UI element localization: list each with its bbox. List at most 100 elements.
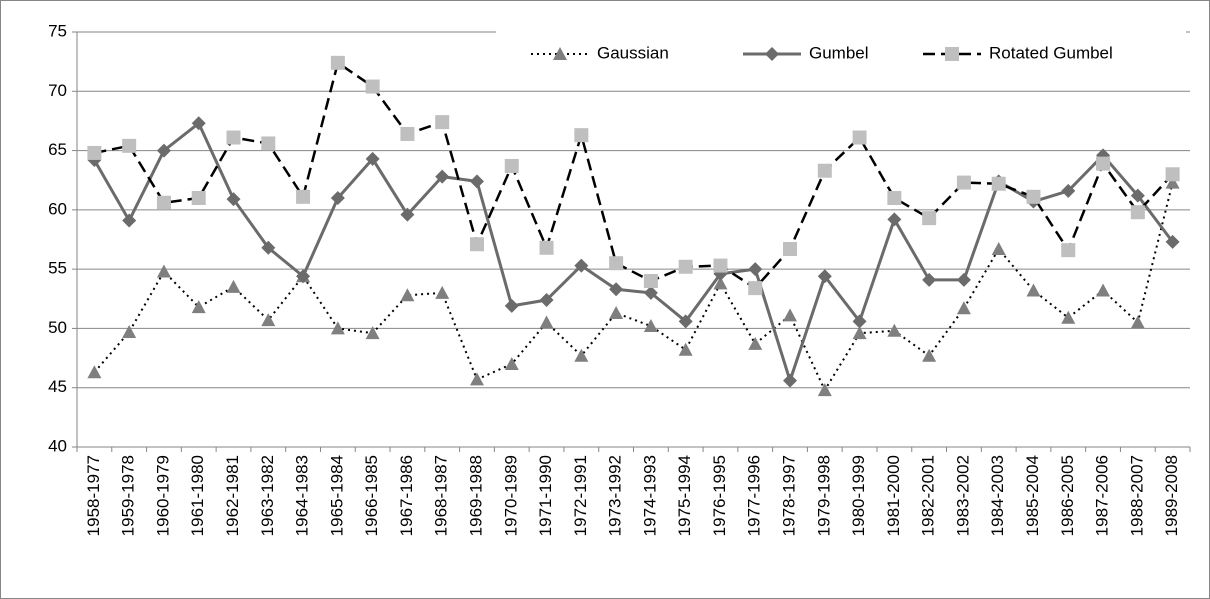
marker [1096, 156, 1111, 171]
x-tick-label: 1987-2006 [1093, 455, 1112, 536]
x-tick-label: 1980-1999 [849, 455, 868, 536]
x-tick-label: 1964-1983 [293, 455, 312, 536]
x-tick-label: 1972-1991 [571, 455, 590, 536]
x-tick-label: 1982-2001 [919, 455, 938, 536]
marker [922, 272, 937, 287]
y-tick-label: 45 [48, 377, 67, 396]
y-tick-label: 50 [48, 318, 67, 337]
marker [261, 136, 276, 151]
marker [191, 116, 206, 131]
marker [678, 259, 693, 274]
marker [469, 372, 484, 386]
x-tick-label: 1989-2008 [1162, 455, 1181, 536]
x-tick-label: 1983-2002 [953, 455, 972, 536]
x-tick-label: 1965-1984 [327, 455, 346, 536]
legend-background [496, 24, 1186, 82]
marker [469, 237, 484, 252]
marker [678, 314, 693, 329]
grid: 40 45 50 55 60 65 70 75 1958-1977 1959-1978 1960-1… [48, 21, 1191, 536]
marker [945, 47, 959, 61]
marker [122, 324, 137, 338]
marker [887, 212, 902, 227]
marker [1061, 243, 1076, 258]
marker [956, 175, 971, 190]
marker [435, 115, 450, 130]
marker [1130, 188, 1145, 203]
marker [191, 191, 206, 205]
y-tick-label: 60 [48, 199, 67, 218]
x-tick-label: 1975-1994 [675, 455, 694, 536]
marker [504, 298, 519, 313]
marker [330, 55, 345, 70]
marker [296, 269, 311, 284]
marker [435, 285, 450, 299]
x-tick-label: 1958-1977 [84, 455, 103, 536]
marker [1026, 283, 1041, 297]
x-tick-label: 1979-1998 [814, 455, 833, 536]
marker [574, 258, 589, 273]
marker [87, 365, 102, 379]
x-tick-label: 1973-1992 [606, 455, 625, 536]
x-tick-label: 1981-2000 [884, 455, 903, 536]
marker [922, 211, 937, 226]
marker [991, 176, 1006, 191]
marker [539, 240, 554, 255]
marker [191, 300, 206, 314]
marker [122, 213, 137, 228]
marker [643, 319, 658, 333]
marker [852, 130, 867, 145]
marker [226, 130, 241, 145]
x-tick-label: 1962-1981 [223, 455, 242, 536]
marker [1026, 189, 1041, 204]
marker [226, 279, 241, 293]
marker [330, 191, 345, 205]
x-tick-label: 1968-1987 [432, 455, 451, 536]
marker [678, 342, 693, 356]
y-tick-label: 40 [48, 436, 67, 455]
marker [1165, 167, 1180, 182]
x-tick-label: 1966-1985 [362, 455, 381, 536]
marker [609, 256, 624, 271]
marker [887, 323, 902, 337]
marker [748, 281, 763, 296]
marker [365, 151, 380, 166]
plot [87, 55, 1180, 397]
x-tick-label: 1977-1996 [745, 455, 764, 536]
series-line [93, 121, 1174, 383]
marker [574, 128, 589, 143]
x-tick-label: 1971-1990 [536, 455, 555, 536]
x-tick-label: 1985-2004 [1023, 455, 1042, 536]
marker [609, 306, 624, 320]
marker [817, 269, 832, 284]
marker [1096, 283, 1111, 297]
marker [469, 174, 484, 189]
series-line [93, 182, 1174, 392]
marker [261, 240, 276, 255]
marker [539, 315, 554, 329]
marker [400, 207, 415, 222]
marker [1165, 234, 1180, 249]
x-tick-label: 1988-2007 [1127, 455, 1146, 536]
legend-label: Gumbel [809, 43, 869, 62]
marker [539, 292, 554, 307]
x-tick-label: 1976-1995 [710, 455, 729, 536]
marker [1061, 183, 1076, 198]
x-tick-label: 1969-1988 [466, 455, 485, 536]
marker [261, 313, 276, 327]
marker [1130, 205, 1145, 220]
marker [226, 192, 241, 207]
marker [87, 145, 102, 160]
marker [713, 276, 728, 290]
marker [156, 195, 171, 210]
marker [748, 262, 763, 277]
x-tick-label: 1960-1979 [153, 455, 172, 536]
x-tick-label: 1984-2003 [988, 455, 1007, 536]
marker [852, 314, 867, 329]
marker [765, 47, 779, 61]
legend: Gaussian Gumbel Rotated Gumbel [496, 24, 1186, 82]
marker [1130, 315, 1145, 329]
x-tick-label: 1959-1978 [119, 455, 138, 536]
x-tick-label: 1963-1982 [258, 455, 277, 536]
